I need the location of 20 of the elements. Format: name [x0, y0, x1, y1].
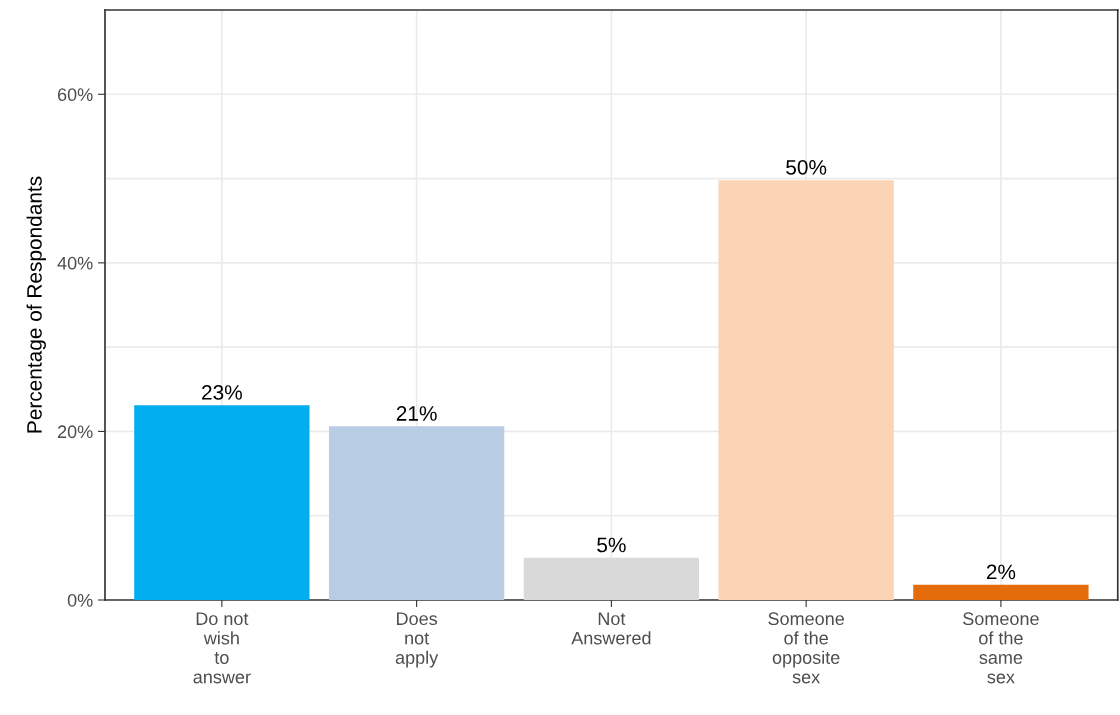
bar: [134, 405, 310, 600]
data-label: 5%: [597, 537, 626, 553]
x-tick-label: Not Answered: [571, 612, 651, 645]
bar: [523, 557, 700, 600]
x-tick-label: Does not apply: [395, 612, 439, 668]
y-tick-label: 20%: [57, 425, 93, 439]
bar: [718, 180, 894, 600]
x-tick-label: Someone of the same sex: [963, 612, 1039, 684]
bar: [328, 426, 505, 600]
x-tick-label: Someone of the opposite sex: [768, 612, 844, 684]
y-tick-label: 0%: [67, 593, 93, 607]
data-label: 50%: [786, 160, 827, 175]
y-axis-title: Percentage of Respondants: [26, 176, 46, 433]
bar: [913, 584, 1089, 600]
x-tick-label: Do not wish to answer: [193, 612, 251, 684]
data-label: 23%: [202, 385, 242, 400]
y-tick-label: 60%: [57, 88, 93, 102]
data-label: 2%: [986, 564, 1016, 580]
data-label: 21%: [396, 406, 437, 421]
y-tick-label: 40%: [57, 256, 93, 270]
